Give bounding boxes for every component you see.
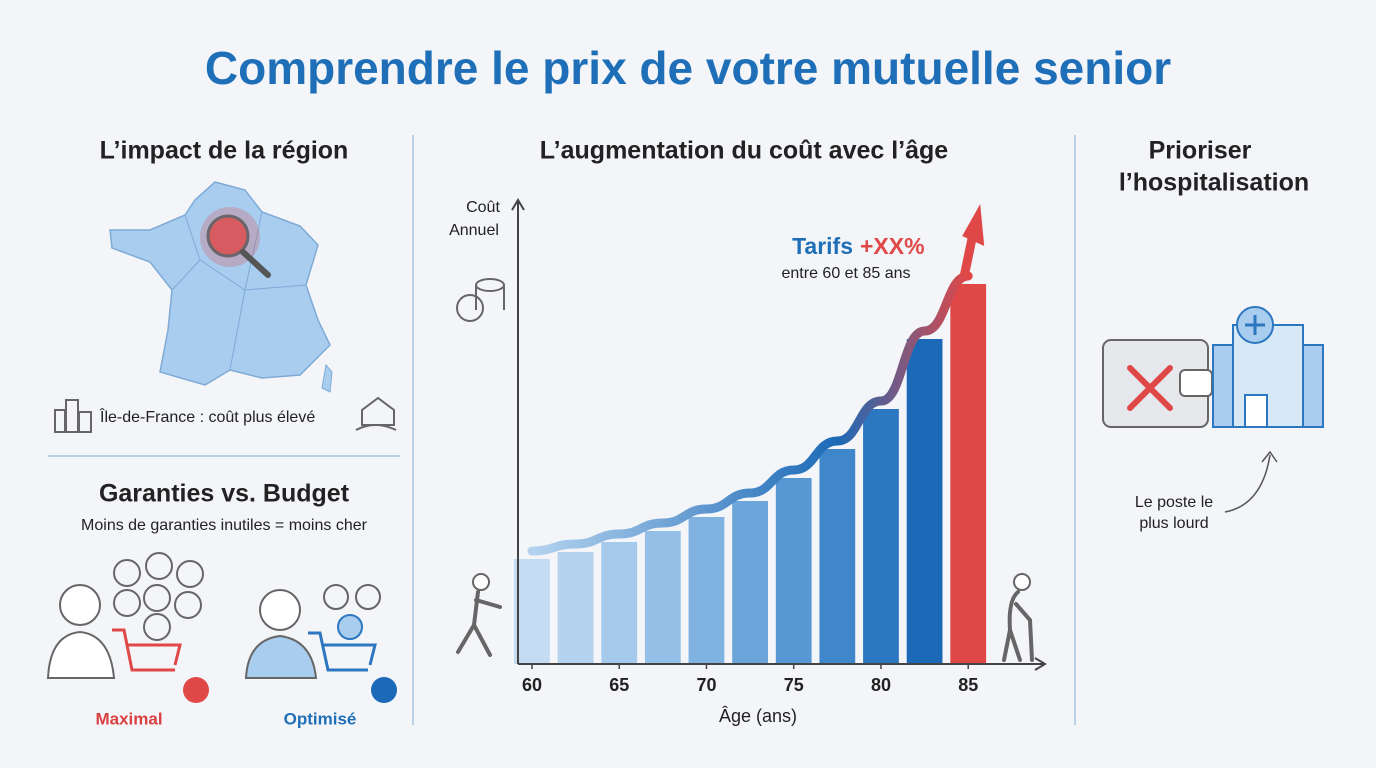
city-icon [54,399,92,433]
senior-man [244,589,318,679]
note: Le poste le [1135,494,1213,511]
services-icons [323,584,381,610]
y-axis [511,198,525,664]
x-tick-label: 80 [871,675,891,695]
bar [601,542,638,664]
bar [644,531,681,664]
y-axis-label: Annuel [449,222,499,239]
france-map [109,181,331,386]
label-optimise: Optimisé [284,709,357,728]
x-tick-label: 70 [696,675,716,695]
x-tick-label: 60 [522,675,542,695]
bar [950,284,987,664]
annotation-highlight: +XX% [860,233,925,259]
page-title: Comprendre le prix de votre mutuelle sen… [205,42,1171,94]
map-borders [171,211,307,371]
cart-blue [308,631,377,672]
runner-icon [456,573,502,657]
corsica [321,363,333,393]
x-tick-label: 65 [609,675,629,695]
annotation-detail: entre 60 et 85 ans [782,265,911,282]
section-title: l’hospitalisation [1119,169,1309,197]
magnifier [206,214,250,258]
x-axis [518,657,1047,671]
annotation-prefix: Tarifs [792,233,853,259]
magnifier-handle [240,249,271,278]
coin-euro [371,677,397,703]
section-title: L’impact de la région [100,137,349,165]
bar [863,409,899,664]
region-caption: Île-de-France : coût plus élevé [99,407,315,426]
bar [819,449,856,664]
section-title: Prioriser [1149,137,1252,165]
bar [557,552,594,664]
section-subtitle: Moins de garanties inutiles = moins cher [81,517,368,534]
senior-woman [46,584,116,679]
trend-curve [527,271,973,556]
house-icon [355,396,397,431]
bar [688,517,725,664]
trend-arrowhead [962,204,985,246]
cart-red [112,628,182,672]
label-maximal: Maximal [95,709,162,728]
euro-coins-icon [456,278,505,322]
note-arrow [1224,450,1278,513]
bar [514,559,550,664]
hospital-icon [1212,306,1324,428]
x-axis-label: Âge (ans) [719,706,797,726]
x-tick-label: 75 [784,675,804,695]
chart-title: L’augmentation du coût avec l’âge [540,137,949,165]
note: plus lourd [1139,515,1208,532]
services-icons [113,552,204,641]
bar [906,339,943,664]
coin-dollar [183,677,209,703]
bar [775,478,812,664]
bar [732,501,768,664]
section-title: Garanties vs. Budget [99,480,350,508]
y-axis-label: Coût [466,199,500,216]
elderly-icon [1002,573,1034,662]
x-tick-label: 85 [958,675,978,695]
trend-arrow-shaft [959,227,979,277]
wallet-icon [1102,339,1213,428]
plus-icon [337,614,363,640]
